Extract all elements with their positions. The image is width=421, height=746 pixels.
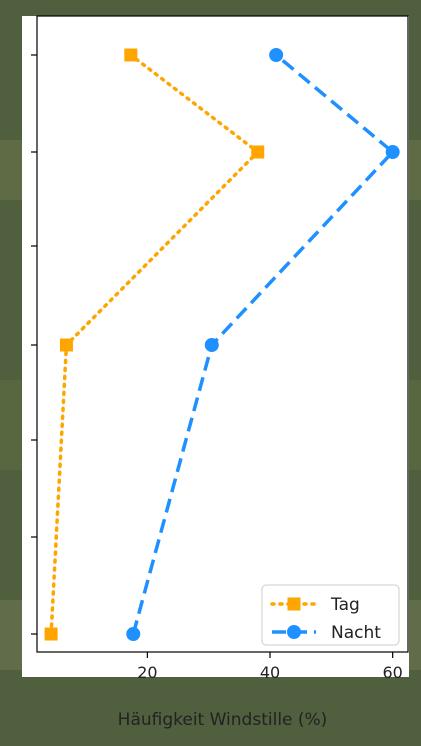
plot-frame	[36, 15, 409, 653]
legend-marker-nacht	[287, 625, 301, 639]
data-point-nacht	[385, 145, 400, 159]
data-point-nacht	[126, 627, 141, 641]
data-point-tag	[251, 145, 265, 159]
x-tick-label: 60	[382, 663, 402, 682]
data-point-nacht	[204, 338, 219, 352]
data-point-tag	[44, 627, 58, 641]
series-line-tag	[49, 53, 261, 636]
data-point-tag	[59, 338, 73, 352]
x-tick-label: 20	[137, 663, 157, 682]
data-point-nacht	[269, 48, 284, 62]
series-line-nacht	[131, 53, 396, 635]
legend-label-tag: Tag	[330, 595, 360, 615]
data-point-tag	[124, 48, 138, 62]
x-tick-label: 40	[260, 663, 280, 682]
legend-marker-tag	[287, 597, 301, 611]
x-axis-label: Häufigkeit Windstille (%)	[118, 710, 328, 730]
legend-label-nacht: Nacht	[331, 623, 381, 643]
